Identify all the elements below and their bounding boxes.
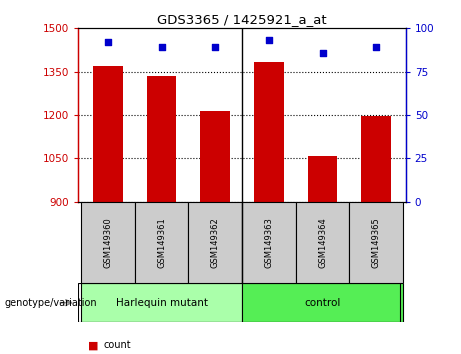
Text: GSM149362: GSM149362 — [211, 217, 220, 268]
Bar — [361, 116, 391, 202]
Bar — [81, 283, 242, 322]
Text: count: count — [104, 340, 131, 350]
Bar — [135, 202, 189, 283]
Text: GSM149360: GSM149360 — [103, 217, 112, 268]
Point — [372, 45, 380, 50]
Bar — [81, 202, 135, 283]
Bar — [254, 62, 284, 202]
Text: GSM149364: GSM149364 — [318, 217, 327, 268]
Bar — [201, 111, 230, 202]
Text: GSM149365: GSM149365 — [372, 217, 381, 268]
Bar — [349, 202, 403, 283]
Point — [319, 50, 326, 56]
Bar — [308, 155, 337, 202]
Text: ■: ■ — [88, 340, 98, 350]
Bar — [242, 202, 296, 283]
Bar — [147, 76, 176, 202]
Point — [158, 45, 165, 50]
Bar — [189, 202, 242, 283]
Point — [265, 38, 272, 43]
Bar — [296, 202, 349, 283]
Point — [104, 39, 112, 45]
Bar — [93, 66, 123, 202]
Text: Harlequin mutant: Harlequin mutant — [116, 298, 207, 308]
Point — [212, 45, 219, 50]
Text: GSM149363: GSM149363 — [264, 217, 273, 268]
Text: GSM149361: GSM149361 — [157, 217, 166, 268]
Text: control: control — [304, 298, 341, 308]
Text: genotype/variation: genotype/variation — [5, 298, 97, 308]
Title: GDS3365 / 1425921_a_at: GDS3365 / 1425921_a_at — [157, 13, 327, 26]
Bar — [242, 283, 403, 322]
